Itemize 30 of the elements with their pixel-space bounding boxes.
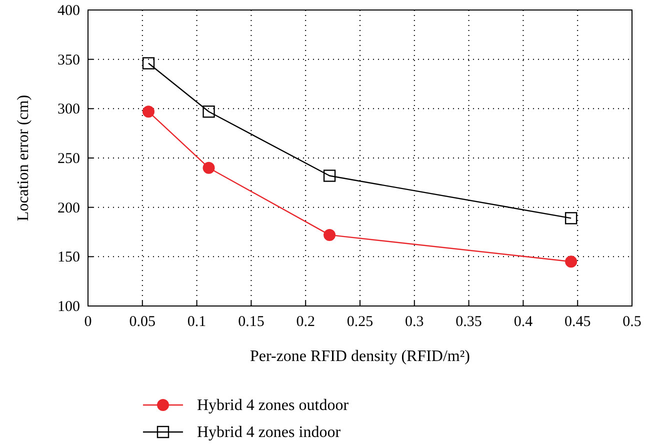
y-tick-label: 150 [58, 250, 80, 266]
x-tick-label: 0.35 [456, 314, 482, 330]
point [565, 256, 578, 268]
x-tick-label: 0.05 [129, 314, 156, 330]
legend-label: Hybrid 4 zones outdoor [197, 397, 350, 414]
x-tick-label: 0.3 [405, 314, 424, 330]
point [202, 162, 215, 174]
point [202, 106, 215, 118]
y-tick-label: 300 [58, 102, 80, 118]
point [324, 228, 336, 241]
x-tick-label: 0.5 [622, 314, 642, 330]
y-tick-label: 350 [58, 52, 80, 68]
x-tick-label: 0.2 [296, 314, 315, 330]
x-tick-label: 0.15 [238, 314, 264, 330]
legend-label: Hybrid 4 zones indoor [197, 424, 342, 441]
point [142, 106, 154, 118]
point [323, 170, 336, 182]
point [142, 57, 155, 70]
x-tick-label: 0.4 [514, 314, 534, 330]
y-tick-label: 200 [58, 200, 80, 216]
y-axis-title: Location error (cm) [15, 94, 32, 222]
point [564, 212, 578, 224]
x-axis-title: Per-zone RFID density (RFID/m²) [250, 348, 470, 365]
y-tick-label: 400 [58, 3, 80, 19]
y-tick-label: 100 [58, 299, 80, 315]
y-tick-label: 250 [58, 151, 80, 167]
x-tick-label: 0 [84, 314, 92, 330]
x-tick-label: 0.1 [187, 314, 206, 330]
x-tick-label: 0.45 [564, 314, 591, 330]
x-tick-label: 0.25 [346, 314, 374, 330]
